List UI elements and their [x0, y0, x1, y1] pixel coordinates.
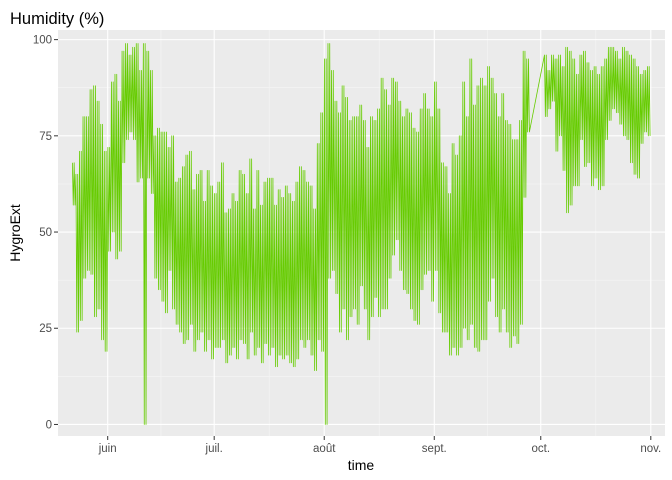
y-tick-label: 0 [46, 419, 52, 431]
x-axis: juin juil. août sept. oct. nov. [98, 436, 661, 455]
humidity-series-line [71, 43, 651, 425]
x-tick-label: juin [98, 443, 117, 455]
x-tick-label: nov. [640, 443, 661, 455]
y-axis-title: HygroExt [7, 204, 23, 262]
x-axis-title: time [348, 457, 375, 473]
y-tick-label: 25 [39, 323, 52, 335]
x-tick-label: août [313, 443, 336, 455]
x-tick-label: oct. [531, 443, 550, 455]
x-tick-label: sept. [422, 443, 447, 455]
chart-title: Humidity (%) [10, 10, 104, 28]
y-tick-label: 100 [33, 35, 52, 47]
x-tick-label: juil. [205, 443, 223, 455]
y-axis: 0 25 50 75 100 [33, 35, 58, 431]
y-tick-label: 75 [39, 131, 52, 143]
y-tick-label: 50 [39, 227, 52, 239]
